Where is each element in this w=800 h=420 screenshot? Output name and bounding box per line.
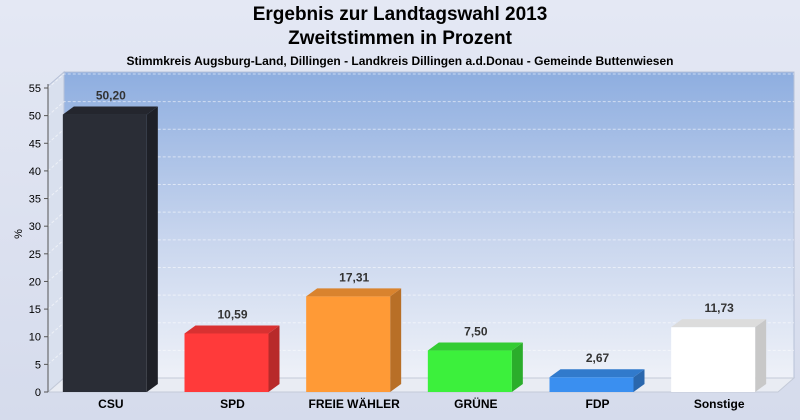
bar-spd: 10,59 (184, 307, 280, 392)
chart-title-line1: Ergebnis zur Landtagswahl 2013 (252, 4, 548, 25)
x-tick-label: FDP (586, 397, 610, 411)
bar-front (62, 114, 147, 392)
bar-side (755, 319, 767, 392)
category-labels: CSU SPD FREIE WÄHLER GRÜNE FDP Sonstige (98, 396, 745, 411)
y-tick-label: 0 (35, 387, 41, 399)
bars: 50,20 10,59 17,31 7,50 2,67 11,73 (62, 89, 767, 392)
y-tick-label: 35 (29, 194, 41, 206)
y-tick-label: 15 (29, 304, 41, 316)
bar-side (268, 325, 280, 392)
chart-subtitle: Stimmkreis Augsburg-Land, Dillingen - La… (126, 54, 674, 68)
bar-front (549, 377, 634, 392)
bar-top (671, 319, 767, 328)
bar-top (184, 325, 280, 334)
bar-top (62, 106, 158, 115)
y-tick-label: 45 (29, 138, 41, 150)
bar-side (146, 106, 158, 392)
y-tick-label: 10 (29, 332, 41, 344)
bar-front (306, 296, 391, 392)
bar-fdp: 2,67 (549, 351, 645, 392)
bar-side (511, 342, 523, 392)
data-label: 11,73 (704, 301, 734, 315)
data-label: 10,59 (217, 307, 247, 321)
bar-top (549, 369, 645, 378)
data-label: 2,67 (586, 351, 610, 365)
y-tick-label: 20 (29, 276, 41, 288)
data-label: 17,31 (339, 270, 369, 284)
bar-top (306, 288, 402, 297)
bar-gr-ne: 7,50 (427, 325, 523, 392)
y-tick-label: 30 (29, 221, 41, 233)
bar-side (390, 288, 402, 392)
x-tick-label: FREIE WÄHLER (308, 396, 400, 411)
grid-line (47, 73, 794, 89)
bar-front (427, 350, 512, 392)
x-tick-label: SPD (220, 397, 245, 411)
plot-side-wall (47, 70, 65, 394)
y-tick-label: 5 (35, 359, 41, 371)
bar-front (671, 327, 756, 392)
data-label: 50,20 (96, 89, 126, 103)
y-tick-label: 55 (29, 83, 41, 95)
y-axis-label: % (13, 229, 25, 239)
bar-freie-w-hler: 17,31 (306, 270, 402, 392)
bar-sonstige: 11,73 (671, 301, 767, 392)
data-label: 7,50 (464, 325, 488, 339)
bar-csu: 50,20 (62, 89, 158, 392)
grid-line (47, 101, 794, 117)
y-tick-label: 50 (29, 111, 41, 123)
bar-side (633, 369, 645, 392)
chart-title-line2: Zweitstimmen in Prozent (288, 28, 512, 49)
x-tick-label: CSU (98, 397, 123, 411)
bar-front (184, 333, 269, 392)
bar-top (427, 342, 523, 351)
x-tick-label: GRÜNE (454, 396, 497, 411)
y-tick-label: 40 (29, 166, 41, 178)
y-axis: 0 5 10 15 20 25 30 35 40 45 50 55 (29, 83, 49, 399)
y-tick-label: 25 (29, 249, 41, 261)
x-tick-label: Sonstige (694, 397, 745, 411)
